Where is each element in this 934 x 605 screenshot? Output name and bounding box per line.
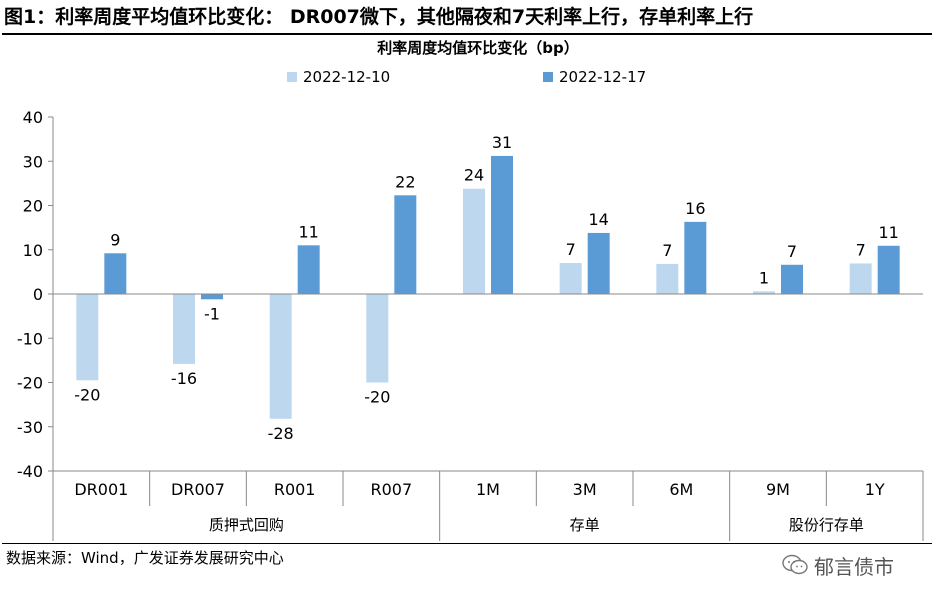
wechat-icon (782, 554, 808, 575)
y-tick-label: -40 (17, 462, 43, 481)
x-tick-label-1y: 1Y (865, 480, 885, 499)
data-label-dr001-s2: 9 (110, 230, 120, 249)
data-label-3m-s2: 14 (588, 210, 608, 229)
data-label-r001-s1: -28 (268, 424, 294, 443)
bar-6m-s2 (684, 221, 707, 294)
bottom-rule (2, 543, 932, 544)
y-tick-label: 30 (23, 152, 43, 171)
x-group-label-1: 质押式回购 (209, 516, 284, 534)
legend-label-1: 2022-12-10 (303, 68, 390, 86)
chart-title: 利率周度均值环比变化（bp） (377, 39, 578, 57)
y-tick-label: 10 (23, 241, 43, 260)
title-rule (2, 33, 932, 35)
data-label-9m-s1: 1 (759, 268, 769, 287)
data-label-1y-s1: 7 (856, 240, 866, 259)
x-tick-label-3m: 3M (573, 480, 597, 499)
y-tick-label: 20 (23, 197, 43, 216)
bar-dr001-s1 (76, 294, 99, 381)
bar-9m-s1 (753, 291, 775, 294)
y-tick-label: 0 (33, 285, 43, 304)
bar-dr007-s1 (173, 294, 195, 364)
bar-1y-s2 (877, 245, 900, 294)
data-label-3m-s1: 7 (566, 240, 576, 259)
legend-swatch-2 (543, 72, 553, 82)
x-tick-label-r001: R001 (274, 480, 316, 499)
y-tick-label: -20 (17, 374, 43, 393)
watermark: 郁言债市 (782, 550, 894, 580)
bar-r007-s2 (394, 195, 417, 294)
bar-1y-s1 (849, 263, 872, 294)
bar-1m-s2 (491, 155, 513, 294)
data-label-dr001-s1: -20 (74, 385, 100, 404)
bar-r001-s1 (269, 294, 292, 419)
x-group-label-2: 存单 (570, 516, 600, 534)
bar-r007-s1 (366, 294, 389, 383)
data-label-1m-s1: 24 (464, 166, 484, 185)
data-label-r007-s1: -20 (364, 388, 390, 407)
bar-chart: 利率周度均值环比变化（bp） 2022-12-10 2022-12-17 -40 -30… (17, 39, 924, 541)
bar-9m-s2 (781, 264, 803, 294)
data-label-9m-s2: 7 (787, 242, 797, 261)
y-tick-label: -10 (17, 329, 43, 348)
data-label-6m-s1: 7 (662, 241, 672, 260)
y-tick-label: -30 (17, 418, 43, 437)
data-label-dr007-s1: -16 (171, 369, 197, 388)
bar-3m-s1 (559, 263, 582, 294)
x-tick-label-r007: R007 (371, 480, 413, 499)
legend-label-2: 2022-12-17 (559, 68, 646, 86)
x-tick-label-dr007: DR007 (171, 480, 225, 499)
source-note: 数据来源：Wind，广发证券发展研究中心 (6, 549, 284, 567)
bar-r001-s2 (297, 245, 320, 294)
data-label-dr007-s2: -1 (204, 304, 220, 323)
x-tick-label-1m: 1M (476, 480, 500, 499)
bar-dr001-s2 (104, 253, 127, 294)
x-tick-label-dr001: DR001 (74, 480, 128, 499)
data-label-r007-s2: 22 (395, 172, 415, 191)
bar-1m-s1 (463, 188, 485, 294)
legend-swatch-1 (287, 72, 297, 82)
x-tick-label-9m: 9M (766, 480, 790, 499)
bar-3m-s2 (587, 232, 610, 294)
figure-title: 图1：利率周度平均值环比变化： DR007微下，其他隔夜和7天利率上行，存单利率… (4, 6, 754, 28)
data-label-6m-s2: 16 (685, 199, 705, 218)
x-tick-label-6m: 6M (669, 480, 693, 499)
bar-6m-s1 (656, 263, 679, 294)
data-label-1y-s2: 11 (878, 223, 898, 242)
data-label-r001-s2: 11 (298, 222, 318, 241)
x-group-label-3: 股份行存单 (789, 516, 864, 534)
bar-dr007-s2 (201, 294, 223, 300)
data-label-1m-s2: 31 (492, 133, 512, 152)
watermark-text: 郁言债市 (814, 554, 894, 579)
y-tick-label: 40 (23, 108, 43, 127)
